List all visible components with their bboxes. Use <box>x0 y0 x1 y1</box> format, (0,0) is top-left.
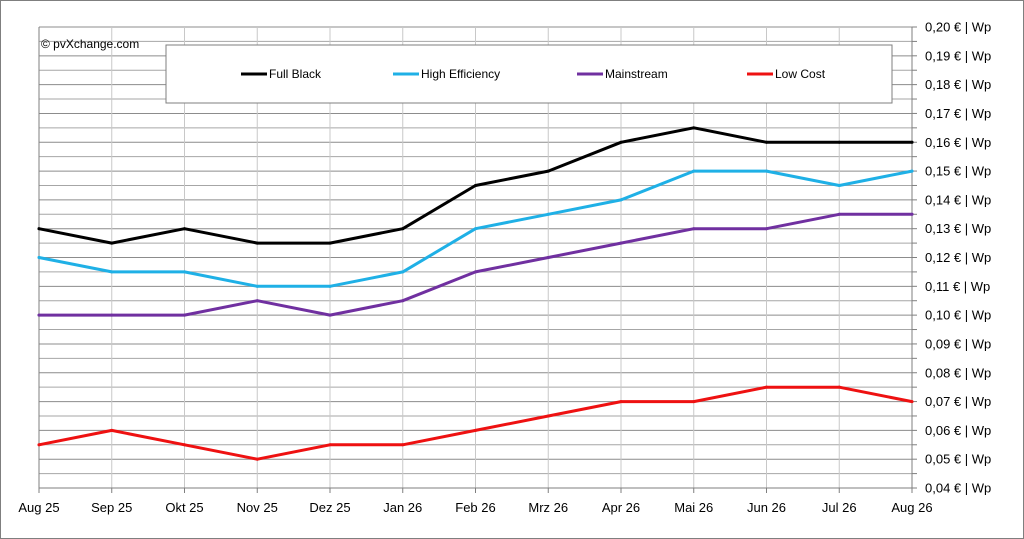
y-tick-label: 0,13 € | Wp <box>925 221 991 236</box>
y-tick-label: 0,08 € | Wp <box>925 365 991 380</box>
y-tick-label: 0,09 € | Wp <box>925 336 991 351</box>
data-point-mainstream <box>110 313 114 317</box>
data-point-full-black <box>401 227 405 231</box>
y-tick-label: 0,18 € | Wp <box>925 77 991 92</box>
legend-label-mainstream: Mainstream <box>605 67 668 81</box>
data-point-high-efficiency <box>401 270 405 274</box>
data-point-full-black <box>328 241 332 245</box>
data-point-low-cost <box>110 428 114 432</box>
data-point-low-cost <box>619 400 623 404</box>
y-tick-label: 0,16 € | Wp <box>925 135 991 150</box>
data-point-low-cost <box>183 443 186 447</box>
data-point-high-efficiency <box>910 169 914 173</box>
data-point-mainstream <box>910 212 914 216</box>
data-point-mainstream <box>474 270 477 274</box>
data-point-high-efficiency <box>546 212 550 216</box>
x-tick-label: Mrz 26 <box>528 500 568 515</box>
data-point-high-efficiency <box>837 183 841 187</box>
y-tick-label: 0,14 € | Wp <box>925 192 991 207</box>
data-point-mainstream <box>765 227 768 231</box>
data-point-full-black <box>110 241 114 245</box>
y-tick-label: 0,19 € | Wp <box>925 48 991 63</box>
data-point-low-cost <box>765 385 768 389</box>
legend-label-full-black: Full Black <box>269 67 322 81</box>
y-tick-label: 0,15 € | Wp <box>925 164 991 179</box>
data-point-full-black <box>692 126 696 130</box>
data-point-mainstream <box>837 212 841 216</box>
data-point-mainstream <box>619 241 623 245</box>
data-point-full-black <box>837 140 841 144</box>
x-tick-label: Sep 25 <box>91 500 132 515</box>
data-point-full-black <box>765 140 768 144</box>
data-point-high-efficiency <box>37 256 41 259</box>
x-tick-label: Aug 26 <box>891 500 932 515</box>
data-point-mainstream <box>546 256 550 259</box>
data-point-high-efficiency <box>328 284 332 288</box>
x-tick-label: Nov 25 <box>237 500 278 515</box>
data-point-full-black <box>37 227 41 231</box>
copyright-text: © pvXchange.com <box>41 37 139 51</box>
x-tick-label: Aug 25 <box>18 500 59 515</box>
x-tick-label: Feb 26 <box>455 500 495 515</box>
x-tick-label: Apr 26 <box>602 500 640 515</box>
y-tick-label: 0,20 € | Wp <box>925 20 991 35</box>
data-point-full-black <box>619 140 623 144</box>
data-point-low-cost <box>546 414 550 418</box>
data-point-low-cost <box>37 443 41 447</box>
x-tick-label: Dez 25 <box>309 500 350 515</box>
data-point-high-efficiency <box>183 270 186 274</box>
x-tick-label: Jul 26 <box>822 500 857 515</box>
data-point-high-efficiency <box>692 169 696 173</box>
data-point-full-black <box>183 227 186 231</box>
y-tick-label: 0,10 € | Wp <box>925 308 991 323</box>
data-point-mainstream <box>692 227 696 231</box>
x-tick-label: Mai 26 <box>674 500 713 515</box>
x-tick-label: Okt 25 <box>165 500 203 515</box>
data-point-low-cost <box>255 457 259 461</box>
data-point-high-efficiency <box>619 198 623 202</box>
data-point-mainstream <box>328 313 332 317</box>
data-point-mainstream <box>183 313 186 317</box>
data-point-full-black <box>474 183 477 187</box>
data-point-full-black <box>546 169 550 173</box>
legend-label-high-efficiency: High Efficiency <box>421 67 500 81</box>
data-point-low-cost <box>328 443 332 447</box>
data-point-full-black <box>910 140 914 144</box>
data-point-high-efficiency <box>255 284 259 288</box>
y-tick-label: 0,11 € | Wp <box>925 279 990 294</box>
y-tick-label: 0,07 € | Wp <box>925 394 991 409</box>
y-tick-label: 0,05 € | Wp <box>925 452 991 467</box>
data-point-low-cost <box>401 443 405 447</box>
data-point-high-efficiency <box>765 169 768 173</box>
data-point-mainstream <box>401 299 405 303</box>
data-point-low-cost <box>692 400 696 404</box>
data-point-low-cost <box>910 400 914 404</box>
y-tick-label: 0,12 € | Wp <box>925 250 991 265</box>
data-point-low-cost <box>837 385 841 389</box>
data-point-low-cost <box>474 428 477 432</box>
data-point-high-efficiency <box>474 227 477 231</box>
legend-label-low-cost: Low Cost <box>775 67 826 81</box>
data-point-mainstream <box>37 313 41 317</box>
y-tick-label: 0,04 € | Wp <box>925 481 991 496</box>
y-tick-label: 0,17 € | Wp <box>925 106 991 121</box>
data-point-full-black <box>255 241 259 245</box>
data-point-mainstream <box>255 299 259 303</box>
x-tick-label: Jan 26 <box>383 500 422 515</box>
x-tick-label: Jun 26 <box>747 500 786 515</box>
data-point-high-efficiency <box>110 270 114 274</box>
y-tick-label: 0,06 € | Wp <box>925 423 991 438</box>
